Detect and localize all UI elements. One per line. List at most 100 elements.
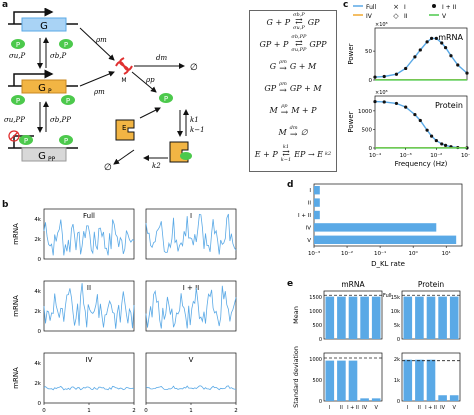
bar	[415, 296, 424, 339]
subplot-title: IV	[86, 356, 93, 364]
x-tick-label: 0	[144, 408, 148, 414]
protein-p-icon: P	[59, 135, 73, 145]
x-tick-label: IV	[440, 405, 445, 411]
svg-text:P: P	[16, 97, 20, 105]
y-tick-label: 0	[319, 337, 322, 343]
rate-sigma-b-p: σb,P	[50, 52, 66, 60]
arrow-icon: →	[289, 129, 298, 140]
x-tick-label: II	[418, 405, 421, 411]
protein-p-icon: P	[59, 39, 73, 49]
y-tick-label: 1500	[309, 295, 322, 301]
x-tick-label: 2	[132, 408, 136, 414]
reaction-rhs: G + M	[289, 61, 317, 71]
panel-label-b: b	[2, 200, 9, 210]
y-tick-label: 0	[369, 146, 373, 152]
plot-frame	[145, 208, 237, 260]
protein-p-icon: P	[19, 135, 33, 145]
y-axis-label: mRNA	[12, 223, 20, 245]
bar	[314, 223, 437, 232]
plot-frame	[43, 208, 135, 260]
x-tick-label: 10¹	[442, 250, 451, 257]
reaction-rate: ρm	[279, 58, 287, 65]
arrow-icon: →	[279, 85, 287, 96]
reaction-rhs: EP → E	[294, 149, 324, 159]
y-tick-label: 0	[38, 401, 42, 407]
schematic-diagram: G P P σu,P σb,P G P P P σu,PP σb,PP P P	[4, 8, 205, 173]
y-tick-label: I + II	[298, 213, 311, 219]
reaction-lhs: G + P	[266, 17, 291, 27]
x-tick-label: IV	[362, 405, 367, 411]
column-title: Protein	[418, 280, 445, 289]
data-point	[394, 101, 399, 106]
arrow-icon: ⇄	[282, 149, 290, 159]
y-axis-label: Power	[347, 43, 355, 64]
y-tick-label: 4k	[34, 361, 41, 367]
y-tick-label: II	[308, 201, 312, 207]
series-line	[145, 213, 237, 255]
data-point	[382, 74, 386, 79]
gene-gpp-sub: PP	[48, 156, 56, 163]
x-axis-label: D_KL rate	[371, 260, 405, 268]
svg-text:P: P	[64, 137, 68, 145]
svg-text:P: P	[24, 137, 28, 145]
y-tick-label: 2k	[34, 237, 41, 243]
gene-gpp-label: G	[38, 151, 46, 162]
bar	[371, 398, 381, 401]
gene-g-label: G	[40, 21, 48, 32]
y-tick-label: V	[307, 238, 311, 244]
y-tick-label: 0	[369, 78, 373, 84]
data-point	[418, 48, 422, 52]
empty-set-icon: ∅	[104, 163, 112, 173]
svg-text:P: P	[66, 97, 70, 105]
timeseries-subplot: IVmRNA02k4k012Time (h)	[12, 352, 136, 414]
reaction-arrow: σb,P ⇄ σu,P	[293, 13, 305, 31]
bar	[348, 360, 358, 401]
rate-rho-m-bot: ρm	[93, 88, 105, 96]
legend-label: V	[442, 13, 447, 20]
enzyme-e-icon: E	[115, 119, 135, 141]
data-point	[425, 40, 429, 44]
x-tick-label: 0	[42, 408, 46, 414]
series-line-full	[374, 37, 468, 78]
reaction-rate: k1	[282, 144, 290, 150]
y-axis-label: Standard deviation	[292, 346, 300, 408]
legend-swatch: ×	[393, 3, 399, 11]
subplot-mrna: ×10⁸ mRNA Power 0 50	[347, 22, 469, 84]
data-point	[434, 36, 438, 41]
protein-p-icon: P	[159, 93, 173, 103]
rate-sigma-b-pp: σb,PP	[50, 116, 71, 124]
data-point	[382, 100, 386, 104]
reaction-arrow: k1 ⇄ k−1	[281, 145, 291, 163]
y-tick-label: 500	[312, 323, 322, 329]
x-tick-label: I	[329, 405, 330, 411]
y-tick-label: 0	[319, 399, 322, 405]
exponent-label: ×10⁸	[375, 22, 388, 28]
reaction-rate: σb,PP	[291, 34, 307, 40]
bar	[314, 186, 320, 195]
y-tick-label: 2k	[34, 309, 41, 315]
reaction-arrow: ρp →	[281, 103, 289, 117]
legend-swatch	[432, 4, 436, 8]
svg-text:M: M	[121, 77, 126, 84]
legend-label: IV	[366, 13, 373, 20]
panel-label-c: c	[343, 0, 349, 10]
bar	[426, 296, 436, 339]
data-point	[425, 128, 429, 132]
gene-gp-label: G	[38, 83, 46, 94]
reaction-arrow: dm →	[289, 125, 298, 140]
arrow-icon: ⇄	[295, 39, 303, 49]
reaction-arrow: ρm →	[279, 58, 287, 73]
y-tick-label: IV	[306, 225, 312, 231]
data-point	[404, 105, 408, 109]
mean-std-chart: mRNA Protein Full 0 500 1000 1500 Mean 0 5k 10k 15k…	[292, 280, 461, 411]
data-point	[413, 112, 417, 117]
svg-text:P: P	[64, 41, 68, 49]
reaction-lhs: G	[269, 61, 277, 71]
y-tick-label: 5k	[394, 323, 400, 329]
y-tick-label: 50	[365, 49, 372, 55]
data-point	[465, 71, 469, 75]
